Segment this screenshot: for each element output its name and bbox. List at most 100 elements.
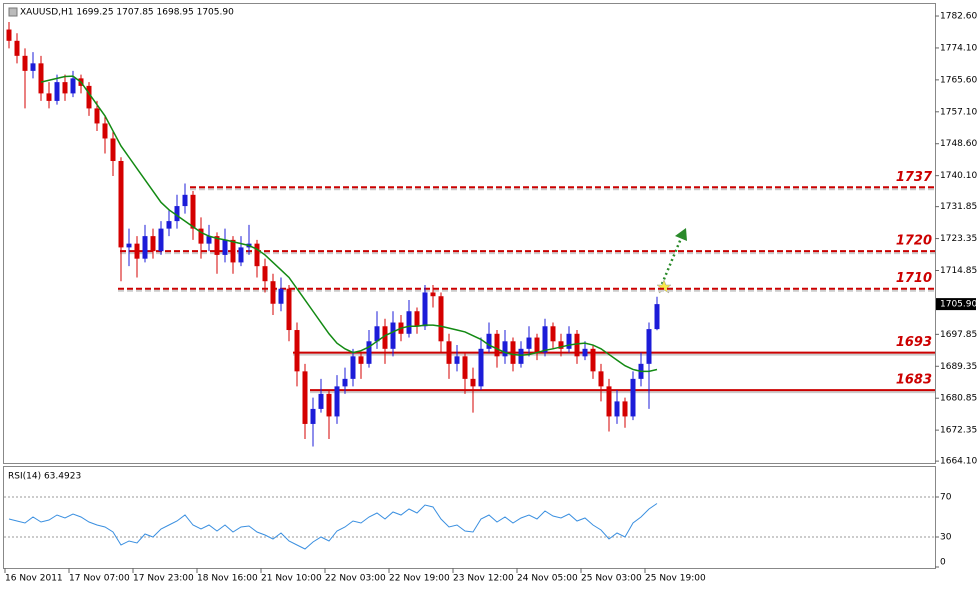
candle-body <box>134 243 140 259</box>
candle-body <box>158 228 164 252</box>
candle-body <box>406 311 412 334</box>
candle-body <box>526 337 532 349</box>
candle-body <box>622 401 628 417</box>
candle-body <box>430 292 436 297</box>
symbol-icon <box>8 7 18 17</box>
candle-body <box>214 236 220 255</box>
candle-body <box>446 341 452 364</box>
y-tick-label: 1748.60 <box>940 139 977 149</box>
candle-body <box>38 63 44 94</box>
candle-body <box>614 401 620 417</box>
rsi-title: RSI(14) 63.4923 <box>8 472 81 482</box>
candle-body <box>486 333 492 349</box>
candle-body <box>582 348 588 357</box>
x-tick-label: 24 Nov 05:00 <box>517 574 578 584</box>
x-tick-label: 25 Nov 03:00 <box>581 574 642 584</box>
candle-body <box>94 108 100 124</box>
candle-body <box>590 348 596 372</box>
x-tick-label: 22 Nov 19:00 <box>389 574 450 584</box>
moving-average <box>40 75 658 373</box>
candle-body <box>22 55 28 71</box>
candle-body <box>118 161 124 248</box>
candle-body <box>278 288 284 304</box>
candle-body <box>238 247 244 263</box>
candle-body <box>598 371 604 387</box>
candle-body <box>70 78 76 94</box>
y-tick-label: 1731.85 <box>940 202 977 212</box>
candle-body <box>574 333 580 357</box>
candle-body <box>126 243 132 248</box>
candle-body <box>222 239 228 255</box>
y-tick-label: 1765.60 <box>940 75 977 85</box>
candle-body <box>630 378 636 417</box>
candle-body <box>510 341 516 364</box>
x-tick-label: 22 Nov 03:00 <box>325 574 386 584</box>
candle-body <box>542 326 548 353</box>
x-tick-label: 21 Nov 10:00 <box>261 574 322 584</box>
candle-body <box>270 281 276 304</box>
candle-body <box>302 371 308 424</box>
y-tick-label: 1757.10 <box>940 107 977 117</box>
candle-body <box>318 393 324 409</box>
candle-body <box>310 408 316 424</box>
candle-body <box>350 356 356 379</box>
candle-body <box>654 304 660 330</box>
rsi-panel <box>3 466 936 569</box>
y-tick-label: 1740.10 <box>940 171 977 181</box>
candle-body <box>606 386 612 417</box>
candle-body <box>110 138 116 162</box>
candle-body <box>150 236 156 252</box>
y-tick-label: 0 <box>940 558 946 568</box>
candle-body <box>182 194 188 207</box>
candle-body <box>470 378 476 387</box>
candle-body <box>566 333 572 349</box>
y-tick-label: 1697.85 <box>940 330 977 340</box>
candle-body <box>198 228 204 244</box>
y-tick-label: 1672.35 <box>940 426 977 436</box>
chart-title: XAUUSD,H1 1699.25 1707.85 1698.95 1705.9… <box>20 8 234 18</box>
candle-body <box>462 356 468 379</box>
candle-body <box>558 341 564 349</box>
level-label: 1683 <box>896 373 932 388</box>
x-tick-label: 17 Nov 23:00 <box>133 574 194 584</box>
candle-body <box>286 288 292 331</box>
candle-body <box>102 123 108 139</box>
price-panel <box>3 3 936 464</box>
candle-body <box>86 85 92 109</box>
price-box <box>936 298 976 311</box>
y-tick-label: 1714.85 <box>940 266 977 276</box>
x-tick-label: 23 Nov 12:00 <box>453 574 514 584</box>
y-tick-label: 1680.85 <box>940 394 977 404</box>
candle-body <box>366 341 372 364</box>
rsi-line <box>8 503 658 550</box>
candle-body <box>174 206 180 222</box>
candle-body <box>438 296 444 342</box>
x-tick-label: 25 Nov 19:00 <box>645 574 706 584</box>
level-label: 1720 <box>896 234 932 249</box>
y-tick-label: 30 <box>940 533 952 543</box>
candle-body <box>54 82 60 101</box>
candle-body <box>342 378 348 387</box>
x-tick-label: 17 Nov 07:00 <box>69 574 130 584</box>
level-label: 1710 <box>896 271 932 286</box>
candle-body <box>14 40 20 56</box>
y-tick-label: 1782.60 <box>940 12 977 22</box>
candle-body <box>294 330 300 372</box>
candle-body <box>206 236 212 244</box>
candle-body <box>454 356 460 364</box>
y-tick-label: 1689.35 <box>940 362 977 372</box>
candle-body <box>494 333 500 357</box>
y-tick-label: 1664.10 <box>940 457 977 467</box>
candle-body <box>166 221 172 229</box>
projection-arrow <box>660 235 684 285</box>
y-tick-label: 1774.10 <box>940 43 977 53</box>
y-tick-label: 70 <box>940 493 952 503</box>
candle-body <box>478 348 484 387</box>
candle-body <box>254 243 260 267</box>
candle-body <box>230 239 236 263</box>
candle-body <box>374 326 380 342</box>
candle-body <box>646 329 652 364</box>
candle-body <box>534 337 540 353</box>
